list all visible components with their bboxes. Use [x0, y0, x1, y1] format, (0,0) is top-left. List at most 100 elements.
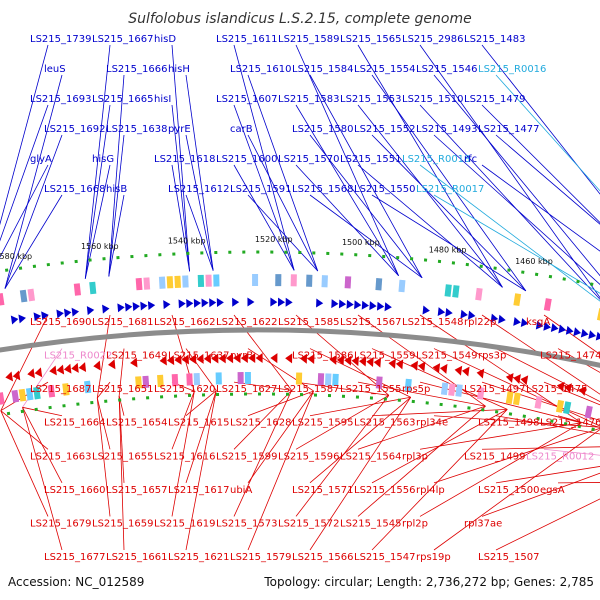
- forward-gene-arrow: [565, 325, 574, 335]
- forward-gene-arrow: [513, 316, 521, 326]
- forward-gene-arrow: [18, 314, 26, 324]
- label-connector: [233, 390, 293, 517]
- label-connector: [118, 348, 125, 397]
- forward-gene-arrow: [369, 301, 377, 311]
- label-connector: [309, 396, 411, 417]
- reverse-gene-arrow: [520, 375, 529, 386]
- gene-label: LS215_1587: [278, 384, 339, 395]
- forward-gene-arrow: [56, 309, 64, 319]
- gc-skew-block: [193, 373, 201, 386]
- reverse-gene-arrow: [108, 359, 116, 370]
- gene-label: rps3p: [478, 351, 506, 362]
- label-connector: [433, 427, 600, 484]
- gc-skew-block: [475, 287, 483, 301]
- map-title: Sulfolobus islandicus L.S.2.15, complete…: [128, 11, 471, 27]
- gene-label: carB: [230, 124, 253, 135]
- forward-gene-arrow: [140, 301, 148, 311]
- forward-gene-arrow: [467, 310, 476, 320]
- forward-gene-arrow: [186, 299, 194, 309]
- forward-gene-arrow: [33, 312, 42, 322]
- gene-label: rfc: [464, 154, 477, 165]
- forward-gene-arrow: [71, 307, 80, 317]
- label-connector: [433, 415, 600, 428]
- gc-skew-block: [33, 386, 41, 400]
- reverse-gene-arrow: [174, 354, 182, 365]
- gene-label: rpl22p: [464, 317, 496, 328]
- label-connector-lines: [0, 44, 600, 551]
- gc-skew-block: [332, 373, 339, 386]
- reverse-gene-arrow: [27, 368, 35, 379]
- gc-skew-block: [295, 372, 303, 385]
- reverse-gene-arrow: [49, 365, 57, 376]
- gene-label: LS215_1615: [168, 418, 229, 429]
- reverse-gene-arrow: [181, 354, 189, 365]
- label-connector: [0, 410, 49, 450]
- gene-label: LS215_1500: [478, 485, 539, 496]
- gene-label: hisI: [154, 94, 171, 105]
- gene-label: LS215_1667: [92, 34, 153, 45]
- forward-gene-arrow: [41, 311, 49, 321]
- gene-label: LS215_2986: [402, 34, 463, 45]
- label-connector: [4, 74, 63, 289]
- forward-gene-arrow: [498, 314, 506, 324]
- gc-skew-block: [197, 274, 205, 288]
- kbp-tick-label: 1540 kbp: [168, 236, 206, 245]
- label-connector: [419, 422, 582, 450]
- forward-gene-arrow: [124, 302, 133, 312]
- gc-skew-block: [62, 383, 70, 396]
- gene-label: LS215_1549: [416, 351, 477, 362]
- reverse-gene-arrow: [307, 353, 315, 364]
- gene-label: rps5p: [402, 384, 430, 395]
- gene-label: LS215_1570: [278, 154, 339, 165]
- gene-label: LS215_1477: [478, 124, 539, 135]
- gene-label: rpl34e: [416, 418, 448, 429]
- label-connector: [171, 44, 190, 272]
- forward-gene-arrow: [277, 297, 286, 307]
- kbp-tick-label: 1520 kbp: [255, 235, 293, 244]
- label-connector: [295, 164, 399, 276]
- gene-label: LS215_R0016: [478, 64, 546, 75]
- gc-skew-block: [84, 380, 92, 394]
- gene-label: LS215_1649: [106, 351, 167, 362]
- gene-label: LS215_1475: [526, 384, 587, 395]
- gc-skew-block: [0, 392, 5, 405]
- forward-gene-arrow: [117, 303, 125, 313]
- gc-skew-block: [142, 375, 150, 389]
- gc-skew-block: [171, 373, 179, 387]
- forward-gene-arrow: [178, 299, 186, 309]
- gc-skew-block: [213, 274, 220, 287]
- gene-label: LS215_1677: [44, 552, 105, 563]
- kbp-tick-label: 1480 kbp: [429, 245, 467, 254]
- gene-label: LS215_1554: [354, 64, 415, 75]
- label-connector: [185, 134, 214, 271]
- reverse-gene-arrow: [159, 355, 167, 366]
- gene-label: LS215_1474: [540, 351, 600, 362]
- gene-label: LS215_1555: [340, 384, 401, 395]
- reverse-gene-arrow: [366, 357, 374, 368]
- label-connector: [233, 104, 295, 271]
- forward-gene-arrow: [595, 331, 600, 341]
- gene-label: LS215_1660: [44, 485, 105, 496]
- reverse-gene-arrow: [270, 353, 278, 364]
- reverse-gene-arrow: [351, 356, 359, 367]
- accession-text: Accession: NC_012589: [8, 575, 144, 589]
- forward-gene-arrow: [490, 313, 499, 323]
- reverse-gene-arrow: [373, 357, 382, 368]
- label-connector: [96, 314, 111, 399]
- gene-label: LS215_1571: [292, 485, 353, 496]
- gene-label: LS215_1585: [278, 317, 339, 328]
- label-connector: [481, 164, 600, 252]
- reverse-gene-arrow: [203, 353, 212, 364]
- genome-backbone: [0, 327, 600, 369]
- gc-skew-block: [237, 372, 244, 385]
- gene-label: LS215_1493: [416, 124, 477, 135]
- gene-label: LS215_R0017: [416, 184, 484, 195]
- label-connector: [495, 134, 600, 225]
- label-connector: [171, 104, 190, 272]
- gc-skew-block: [244, 372, 251, 385]
- gc-skew-block: [205, 274, 212, 287]
- gene-label: LS215_1681: [92, 317, 153, 328]
- reverse-gene-arrow: [248, 353, 256, 364]
- label-connector: [309, 194, 423, 279]
- reverse-gene-arrow: [285, 353, 293, 364]
